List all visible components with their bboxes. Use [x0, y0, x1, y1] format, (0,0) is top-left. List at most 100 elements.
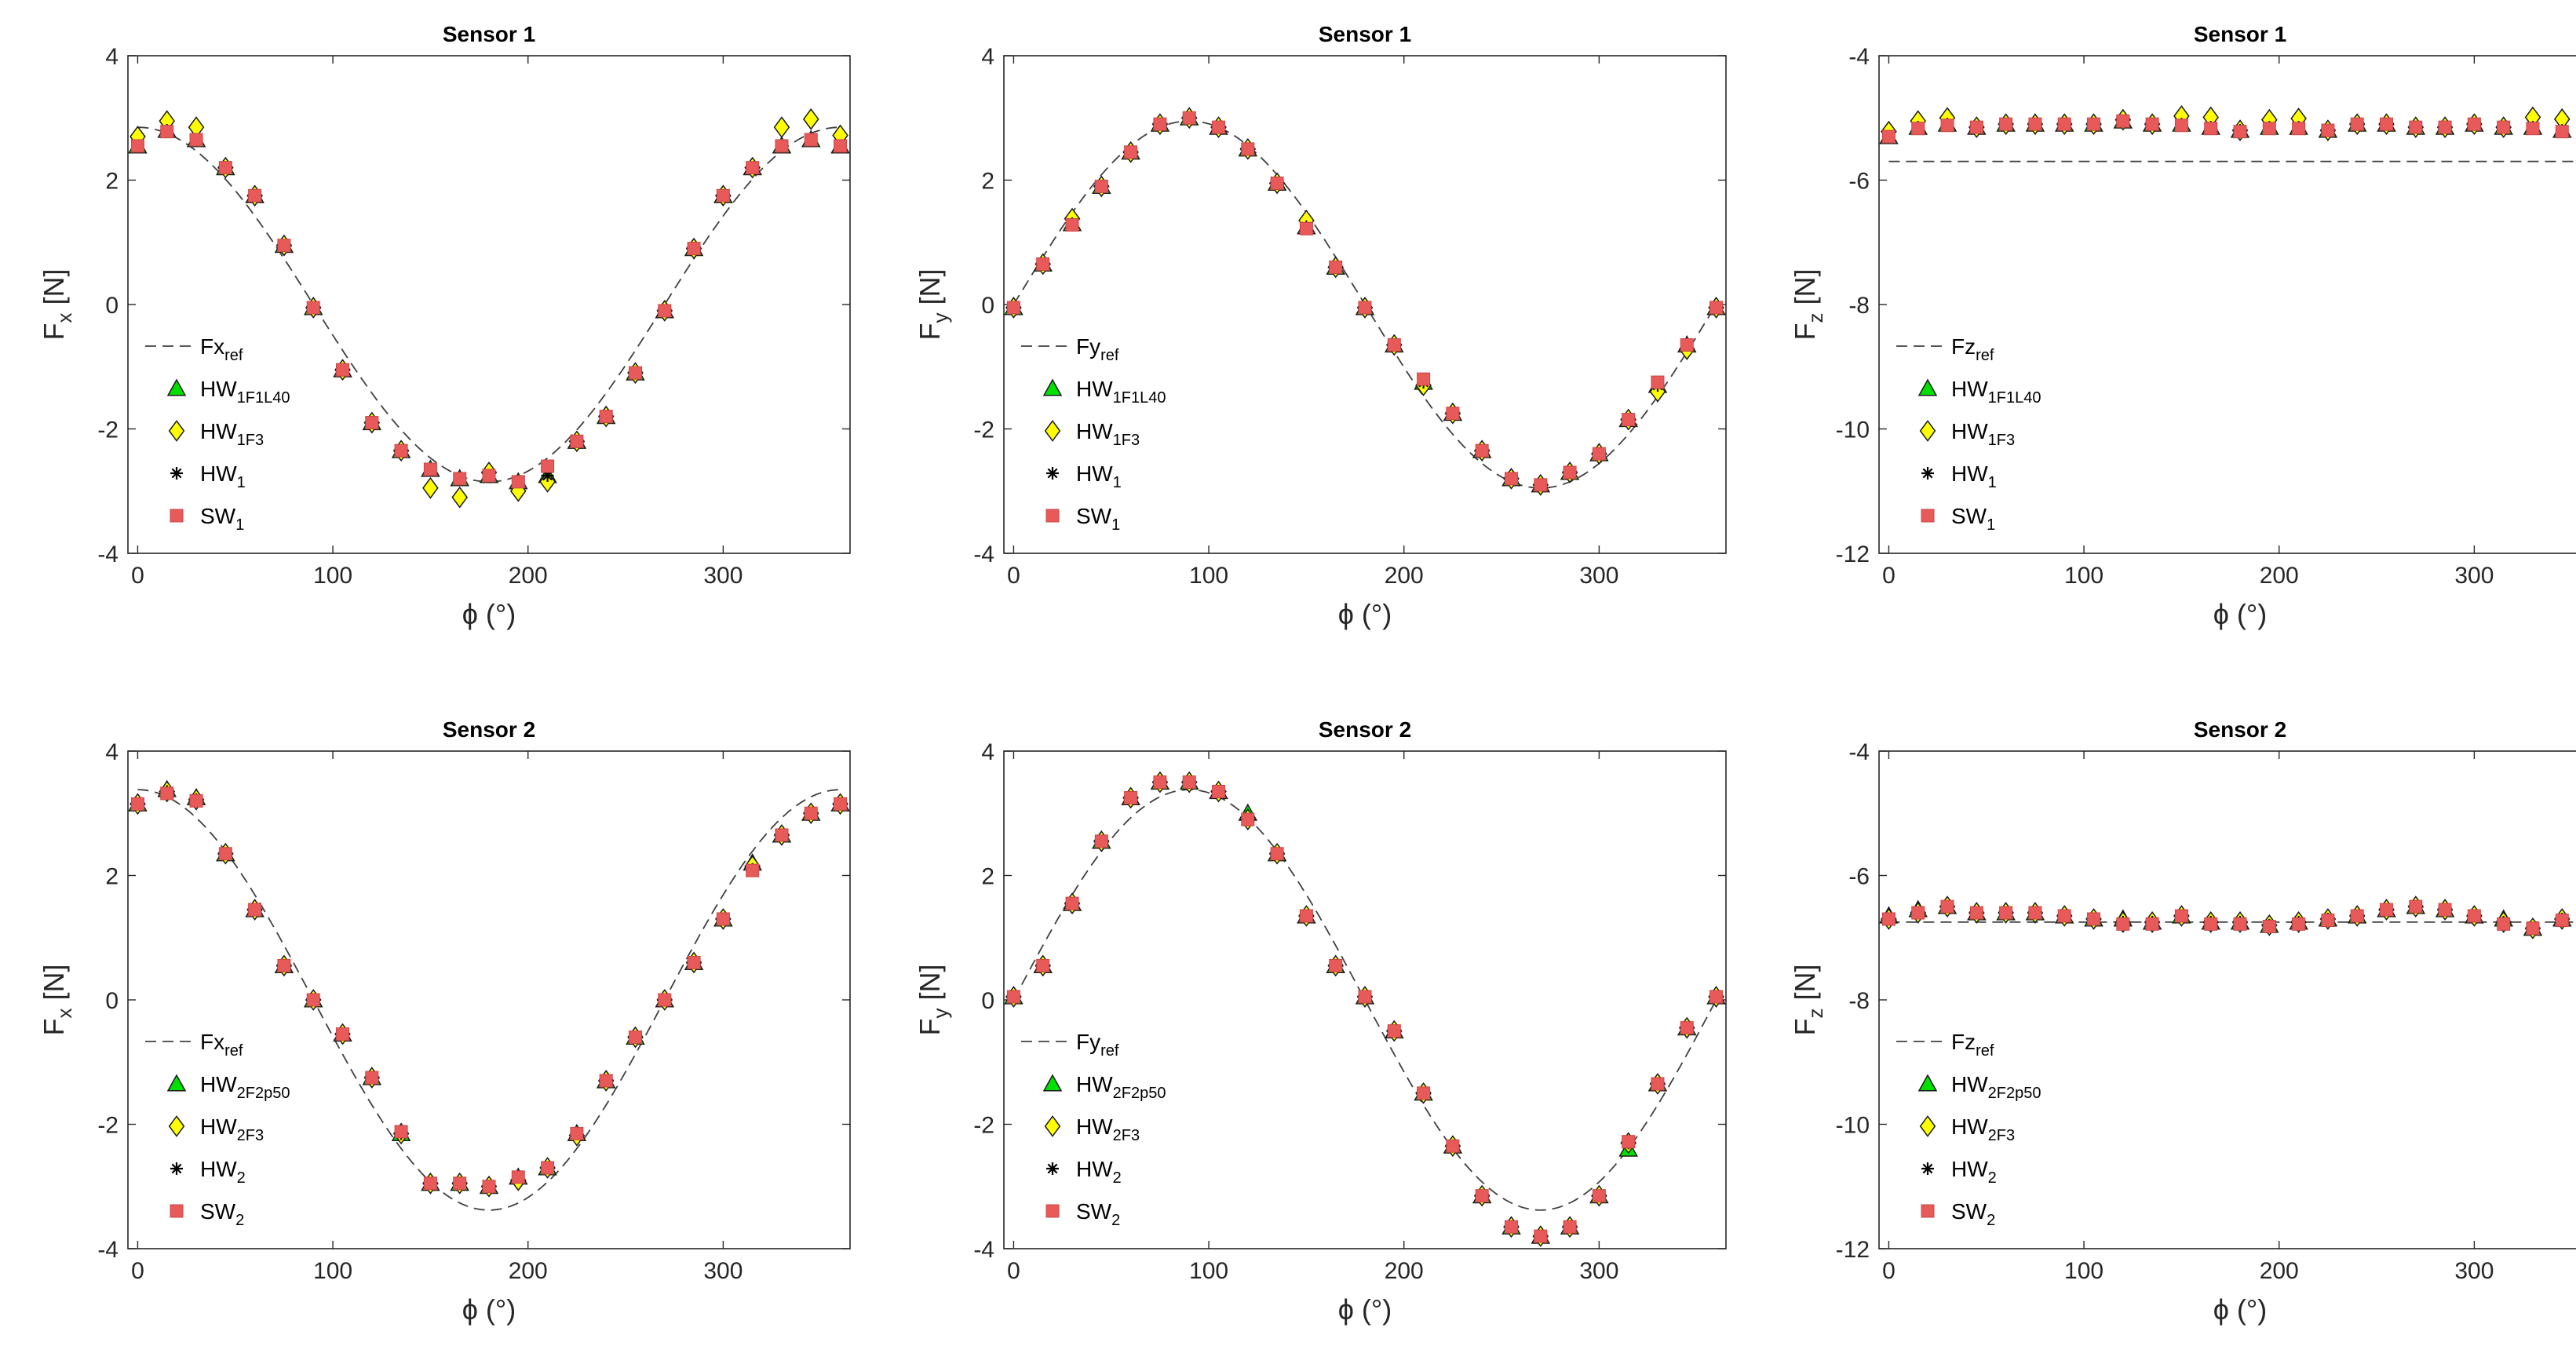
legend-marker-triangle — [1042, 378, 1063, 396]
data-point-square — [423, 462, 437, 476]
legend-ref-label: Fyref — [1076, 334, 1119, 364]
data-point-square — [2555, 914, 2569, 928]
data-point-square — [687, 242, 701, 256]
legend-marker-star-stroke — [171, 1163, 182, 1174]
legend-label: HW2 — [1076, 1157, 1122, 1187]
data-point-square — [1563, 465, 1577, 480]
x-tick-label: 300 — [703, 563, 743, 589]
legend-ref-label: Fyref — [1076, 1030, 1119, 1060]
y-tick-label: -4 — [1848, 739, 1870, 765]
y-axis-label: Fx [N] — [38, 964, 76, 1035]
x-axis-label: ϕ (°) — [2213, 598, 2268, 630]
data-point-square — [716, 912, 730, 926]
data-point-square — [130, 139, 144, 153]
legend: Fxref HW2F2p50 HW2F3 HW2 SW2 — [145, 1030, 290, 1229]
series-square — [1006, 111, 1724, 492]
data-point-square — [2321, 123, 2335, 137]
x-tick-label: 300 — [2454, 563, 2494, 589]
data-point-square — [336, 363, 350, 377]
data-point-square — [2497, 120, 2511, 134]
y-tick-label: -4 — [1848, 44, 1870, 70]
y-tick-label: -2 — [97, 418, 119, 443]
y-axis-label: Fx [N] — [38, 268, 76, 340]
data-point-square — [1036, 257, 1050, 271]
legend-label: HW1 — [200, 461, 246, 491]
chart-title: Sensor 1 — [443, 22, 535, 46]
data-point-square — [2467, 117, 2481, 131]
data-point-square — [804, 133, 818, 147]
data-point-square — [1241, 812, 1255, 826]
data-point-square — [1182, 111, 1196, 125]
legend-marker-star — [170, 1162, 183, 1175]
data-point-square — [2262, 122, 2276, 136]
data-point-square — [248, 188, 262, 202]
legend: Fxref HW1F1L40 HW1F3 HW1 SW1 — [145, 334, 290, 534]
data-point-square — [2321, 914, 2335, 928]
data-point-square — [2262, 919, 2276, 933]
data-point-square — [306, 993, 320, 1007]
legend-marker-star-stroke — [171, 468, 182, 479]
data-point-square — [1094, 834, 1108, 848]
data-point-square — [1709, 990, 1724, 1004]
legend: Fzref HW2F2p50 HW2F3 HW2 SW2 — [1896, 1030, 2041, 1229]
legend-ref-label: Fzref — [1951, 1030, 1994, 1060]
legend-label: HW2 — [1951, 1157, 1997, 1187]
data-point-square — [1999, 117, 2013, 131]
y-tick-label: -8 — [1848, 293, 1870, 319]
data-point-square — [1940, 899, 1954, 914]
x-tick-label: 200 — [1385, 563, 1424, 589]
y-tick-label: 4 — [105, 44, 119, 70]
legend-marker-star — [1921, 467, 1934, 480]
data-point-square — [628, 1030, 642, 1045]
legend-label: SW2 — [200, 1199, 244, 1229]
y-tick-label: 4 — [105, 739, 119, 765]
data-point-square — [2409, 120, 2423, 134]
data-point-square — [2116, 114, 2130, 128]
data-point-square — [1124, 790, 1138, 804]
legend-label: HW1F1L40 — [200, 377, 290, 407]
data-point-square — [1881, 912, 1896, 926]
legend-label: SW2 — [1076, 1199, 1120, 1229]
data-point-square — [2438, 903, 2452, 917]
y-tick-label: 4 — [981, 739, 994, 765]
data-point-square — [1417, 372, 1431, 386]
data-point-square — [1182, 775, 1196, 790]
data-point-square — [453, 472, 467, 486]
chart-title: Sensor 1 — [2194, 22, 2286, 46]
legend-marker-square — [1921, 1204, 1935, 1218]
reference-line — [137, 789, 841, 1211]
y-tick-label: 2 — [981, 864, 994, 890]
x-tick-label: 200 — [2260, 1258, 2299, 1284]
data-point-square — [1563, 1220, 1577, 1234]
legend-marker-diamond — [168, 1115, 185, 1137]
legend-marker-square — [1045, 509, 1060, 523]
legend-marker-triangle — [1042, 1074, 1063, 1092]
data-point-square — [1212, 120, 1226, 134]
y-tick-label: -12 — [1836, 1237, 1870, 1263]
y-tick-label: 0 — [105, 988, 119, 1014]
x-tick-label: 0 — [131, 563, 144, 589]
data-point-square — [218, 847, 232, 861]
data-point-square — [2028, 906, 2042, 920]
data-point-square — [1124, 145, 1138, 159]
data-point-star — [541, 469, 554, 482]
data-point-diamond — [773, 116, 790, 139]
chart-s2-fx: 0 100 200 300 -4 -2 0 2 4 Sensor 2 ϕ (°) Fx [N] Fxre… — [38, 717, 851, 1326]
data-point-square — [2233, 125, 2247, 139]
x-tick-label: 0 — [1007, 563, 1020, 589]
y-tick-label: -10 — [1836, 1113, 1870, 1139]
data-point-square — [1534, 478, 1548, 492]
data-point-square — [746, 161, 760, 175]
reference-line — [1013, 789, 1717, 1211]
data-point-square — [1446, 407, 1460, 421]
legend: Fzref HW1F1L40 HW1F3 HW1 SW1 — [1896, 334, 2041, 534]
data-point-square — [1475, 443, 1489, 458]
data-point-square — [1358, 301, 1372, 315]
x-axis-label: ϕ (°) — [1338, 1293, 1392, 1326]
data-point-square — [599, 410, 613, 424]
data-point-square — [2087, 912, 2101, 926]
data-point-square — [1387, 338, 1401, 352]
data-point-square — [394, 1125, 408, 1139]
legend-label: HW2F2p50 — [1951, 1072, 2041, 1102]
legend-marker-diamond — [168, 420, 185, 442]
